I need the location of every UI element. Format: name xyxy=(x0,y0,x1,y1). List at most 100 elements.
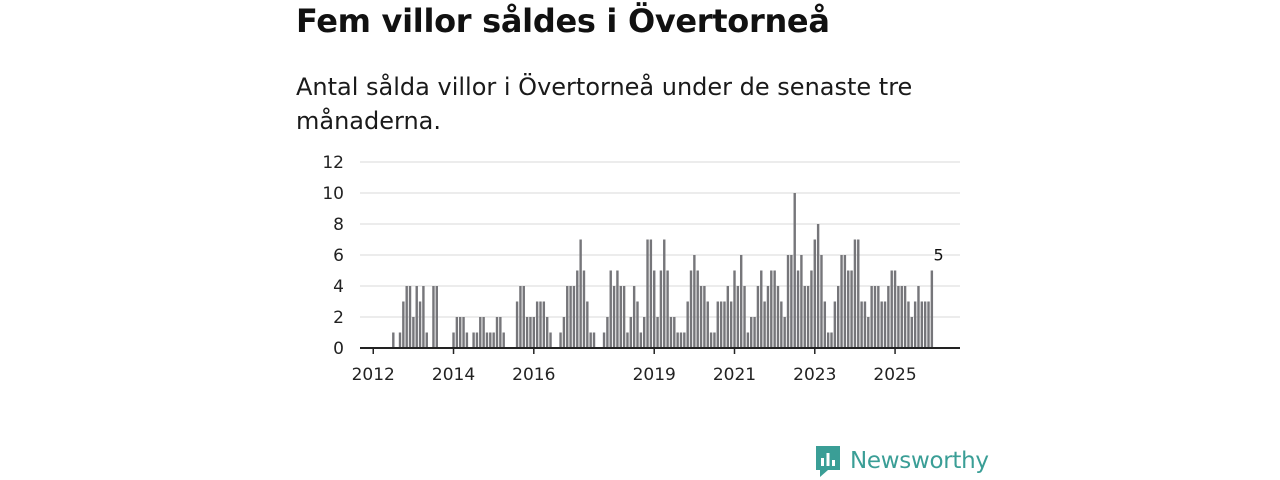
bar xyxy=(820,255,823,348)
bar xyxy=(579,239,582,348)
bar xyxy=(880,301,883,348)
bar xyxy=(529,317,532,348)
gridlines xyxy=(360,161,960,318)
bar xyxy=(673,317,676,348)
bar xyxy=(639,332,643,348)
page-title: Fem villor såldes i Övertorneå xyxy=(296,2,830,40)
bar xyxy=(716,301,719,348)
bar xyxy=(699,286,703,348)
bar xyxy=(917,286,920,348)
x-tick-label: 2021 xyxy=(713,365,756,385)
bar xyxy=(830,332,833,348)
bar xyxy=(796,270,800,348)
bar xyxy=(780,301,783,348)
bar xyxy=(857,239,860,348)
bar xyxy=(840,255,843,348)
bar xyxy=(462,317,465,348)
bar xyxy=(422,286,425,348)
bar xyxy=(576,270,579,348)
bar xyxy=(492,332,495,348)
bar xyxy=(729,301,733,348)
bar xyxy=(726,286,730,348)
bar xyxy=(545,317,549,348)
bar xyxy=(642,317,646,348)
bar xyxy=(666,270,669,348)
bar xyxy=(786,255,790,348)
bar xyxy=(783,317,786,348)
bar xyxy=(900,286,903,348)
bar xyxy=(676,332,679,348)
bar xyxy=(636,301,639,348)
brand-footer: Newsworthy xyxy=(814,444,989,478)
bar xyxy=(586,301,589,348)
bar xyxy=(515,301,519,348)
bar xyxy=(646,239,649,348)
bar xyxy=(602,332,606,348)
bar xyxy=(525,317,529,348)
bar xyxy=(910,317,913,348)
bar xyxy=(502,332,505,348)
bar xyxy=(746,332,750,348)
bar xyxy=(800,255,803,348)
bar xyxy=(479,317,482,348)
bar xyxy=(549,332,552,348)
bar xyxy=(863,301,867,348)
bar xyxy=(418,301,422,348)
bar xyxy=(522,286,525,348)
bar xyxy=(398,332,402,348)
bar xyxy=(753,317,756,348)
bar xyxy=(790,255,793,348)
bar xyxy=(656,317,659,348)
bar xyxy=(923,301,927,348)
bar xyxy=(482,317,485,348)
bar xyxy=(619,286,622,348)
y-axis-labels: 0 2 4 6 8 10 12 xyxy=(322,153,344,359)
bar xyxy=(913,301,917,348)
bar xyxy=(927,301,930,348)
bar xyxy=(686,301,689,348)
bar xyxy=(813,239,816,348)
bar xyxy=(475,332,479,348)
bar xyxy=(559,332,562,348)
bar xyxy=(622,286,626,348)
bar xyxy=(495,317,499,348)
bar xyxy=(689,270,693,348)
bar xyxy=(883,301,887,348)
bar xyxy=(793,193,796,348)
bar xyxy=(455,317,459,348)
bar xyxy=(392,332,395,348)
bar xyxy=(719,301,723,348)
y-tick-label: 8 xyxy=(333,215,344,235)
bar xyxy=(532,317,536,348)
x-axis-labels: 2012 2014 2016 2019 2021 2023 2025 xyxy=(352,348,917,385)
bar xyxy=(679,332,683,348)
bar xyxy=(629,317,633,348)
bar xyxy=(930,270,934,348)
bar xyxy=(582,270,586,348)
chart-subtitle: Antal sålda villor i Övertorneå under de… xyxy=(296,73,913,135)
bar xyxy=(566,286,569,348)
bar xyxy=(609,270,612,348)
bar xyxy=(736,286,740,348)
x-tick-label: 2025 xyxy=(873,365,916,385)
bar xyxy=(592,332,596,348)
bar xyxy=(499,317,502,348)
bar xyxy=(632,286,636,348)
bar xyxy=(760,270,763,348)
x-tick-label: 2019 xyxy=(633,365,676,385)
bar xyxy=(776,286,780,348)
bar xyxy=(709,332,713,348)
bar xyxy=(806,286,810,348)
bar xyxy=(425,332,428,348)
brand-name: Newsworthy xyxy=(850,448,989,474)
bar xyxy=(826,332,830,348)
bar xyxy=(847,270,850,348)
y-tick-label: 0 xyxy=(333,339,344,359)
bar xyxy=(408,286,412,348)
bar xyxy=(870,286,873,348)
bar xyxy=(459,317,462,348)
bar xyxy=(723,301,726,348)
bar xyxy=(653,270,656,348)
bar xyxy=(485,332,489,348)
bar xyxy=(770,270,773,348)
